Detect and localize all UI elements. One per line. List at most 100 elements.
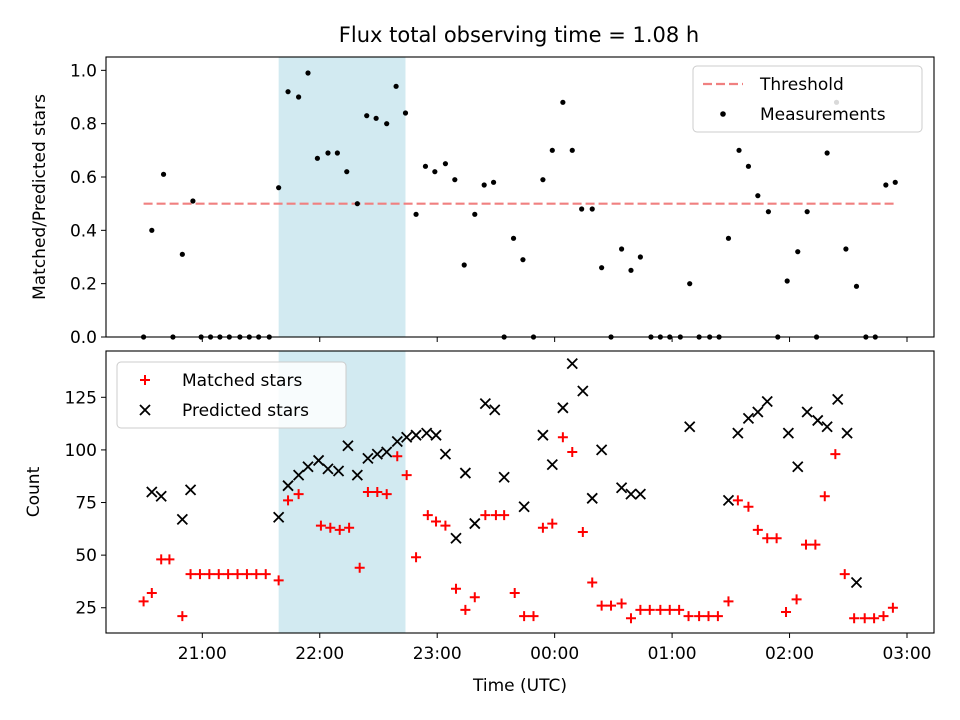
measurement-point	[725, 235, 732, 241]
measurement-point	[305, 70, 311, 76]
matched-star-point	[625, 613, 636, 624]
measurement-point	[461, 262, 467, 268]
measurement-point	[160, 171, 167, 177]
matched-star-point	[362, 487, 373, 497]
matched-star-point	[440, 520, 451, 531]
measurement-point	[179, 251, 185, 257]
measurement-point	[795, 249, 801, 255]
matched-star-point	[587, 577, 598, 588]
matched-star-point	[694, 611, 705, 622]
matched-star-point	[859, 613, 870, 624]
predicted-star-point	[615, 482, 628, 494]
measurement-point	[784, 278, 790, 284]
measurement-point	[452, 177, 458, 183]
measurement-point	[579, 206, 585, 212]
matched-star-point	[381, 489, 392, 500]
measurement-point	[892, 179, 898, 185]
measurement-point	[490, 179, 497, 185]
predicted-star-point	[566, 357, 578, 370]
matched-star-point	[819, 491, 830, 502]
matched-star-point	[232, 569, 243, 580]
y-axis-label: Matched/Predicted stars	[30, 94, 50, 300]
legend-label: Matched stars	[182, 371, 302, 391]
x-tick-label: 02:00	[765, 644, 814, 664]
measurement-point	[325, 150, 331, 156]
matched-star-point	[771, 533, 782, 544]
legend-label: Threshold	[759, 75, 844, 95]
matched-star-point	[732, 495, 743, 506]
measurement-point	[883, 182, 889, 188]
x-tick-label: 03:00	[882, 644, 931, 664]
matched-star-point	[422, 510, 433, 521]
predicted-star-point	[155, 490, 167, 502]
measurement-point	[285, 89, 291, 95]
matched-star-point	[411, 552, 422, 563]
matched-star-point	[354, 562, 365, 573]
matched-star-point	[849, 613, 860, 624]
matched-star-point	[537, 522, 548, 533]
x-axis-label: Time (UTC)	[472, 676, 567, 696]
matched-star-point	[878, 611, 889, 622]
predicted-star-point	[625, 488, 637, 500]
measurement-point	[618, 246, 625, 252]
ratio-panel: 0.0 0.2 0.4 0.6 0.8 1.0 Matched/Predicted star…	[30, 56, 935, 348]
predicted-star-point	[634, 488, 647, 500]
measurement-point	[402, 110, 409, 116]
predicted-star-point	[595, 444, 608, 456]
matched-star-point	[241, 569, 252, 580]
legend: Matched stars Predicted stars	[116, 361, 347, 429]
predicted-star-point	[371, 448, 383, 460]
measurement-point	[314, 155, 321, 161]
matched-star-point	[723, 596, 734, 607]
measurement-point	[520, 257, 526, 263]
matched-star-point	[283, 495, 294, 506]
y-axis-label: Count	[24, 466, 44, 517]
predicted-star-point	[537, 429, 549, 441]
plot-frame	[105, 350, 935, 634]
matched-star-point	[567, 447, 578, 458]
measurement-point	[589, 206, 595, 212]
measurement-point	[413, 211, 419, 217]
matched-star-point	[547, 518, 558, 529]
predicted-star-point	[282, 480, 294, 492]
predicted-star-point	[546, 459, 558, 471]
predicted-star-point	[850, 576, 863, 589]
measurement-point	[373, 115, 379, 121]
predicted-star-point	[332, 465, 345, 477]
measurement-point	[560, 99, 566, 105]
matched-star-point	[213, 569, 224, 580]
matched-star-point	[223, 569, 234, 580]
measurement-point	[384, 121, 390, 127]
matched-star-point	[791, 594, 802, 605]
matched-star-point	[830, 449, 841, 460]
y-tick-label: 1.0	[70, 61, 97, 81]
plot-frame	[105, 56, 935, 338]
predicted-star-point	[577, 385, 589, 397]
measurement-point	[824, 150, 830, 156]
measurement-point	[296, 94, 302, 100]
predicted-star-point	[401, 431, 413, 443]
predicted-star-point	[420, 427, 433, 439]
predicted-star-point	[469, 517, 481, 530]
predicted-star-point	[439, 448, 452, 460]
matched-star-point	[781, 606, 792, 617]
matched-star-point	[392, 451, 403, 462]
measurement-point	[472, 211, 478, 217]
matched-star-point	[869, 613, 880, 624]
matched-star-point	[674, 604, 685, 615]
measurement-point	[190, 198, 196, 204]
predicted-star-point	[722, 494, 735, 507]
predicted-star-point	[801, 406, 813, 418]
y-tick-label: 50	[75, 546, 97, 566]
legend: Threshold Measurements	[692, 65, 923, 133]
matched-star-point	[528, 611, 539, 622]
matched-star-point	[204, 569, 215, 580]
matched-star-point	[460, 604, 471, 615]
matched-star-point	[273, 575, 284, 586]
predicted-star-point	[459, 467, 472, 479]
legend-label: Measurements	[760, 105, 886, 125]
matched-star-point	[762, 533, 773, 544]
matched-star-point	[260, 569, 271, 580]
measurement-point	[432, 169, 438, 175]
legend-label: Predicted stars	[182, 401, 309, 421]
